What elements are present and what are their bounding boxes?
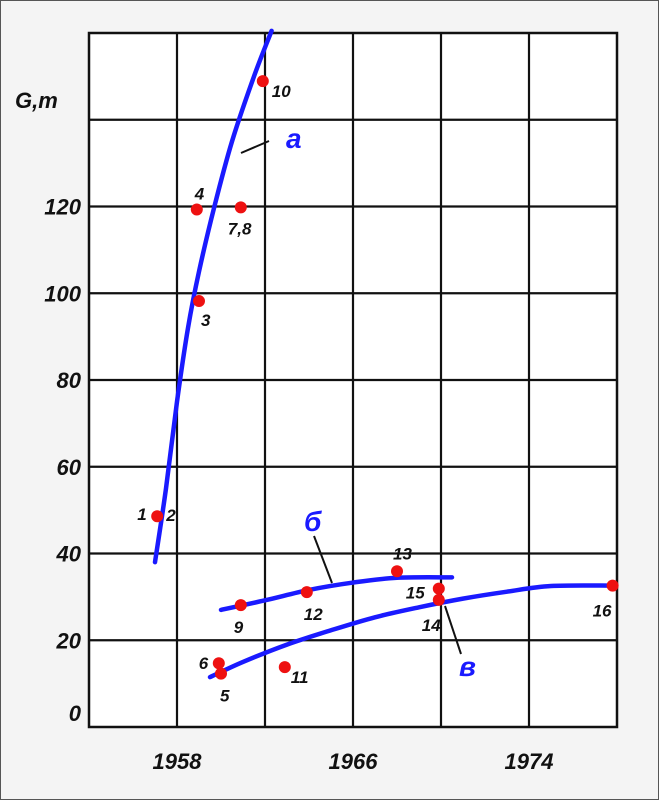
y-tick-label: 80	[57, 368, 82, 393]
point-label: 5	[220, 687, 230, 706]
point-label: 11	[291, 668, 309, 687]
leader-line	[444, 605, 462, 655]
data-point	[256, 75, 269, 88]
data-point	[215, 667, 227, 680]
curves	[152, 28, 615, 680]
point-label: 13	[393, 544, 412, 563]
data-point	[212, 657, 225, 670]
data-point	[234, 599, 247, 612]
curve-line	[218, 575, 455, 613]
x-tick-label: 1958	[153, 749, 203, 774]
curve-label: а	[286, 123, 302, 154]
leader-lines	[240, 140, 462, 655]
data-point	[234, 201, 247, 214]
y-axis-label: G,m	[15, 88, 58, 113]
x-tick-labels: 1958 1966 1974	[153, 749, 554, 774]
point-label: 14	[422, 616, 441, 635]
y-tick-label: 100	[44, 281, 81, 306]
point-label: 12	[304, 605, 323, 624]
data-point	[278, 661, 291, 674]
y-tick-label: 20	[56, 628, 82, 653]
leader-line	[313, 535, 333, 584]
data-point	[432, 582, 445, 595]
curve-line	[207, 583, 615, 680]
y-tick-label: 0	[69, 701, 82, 726]
y-tick-label: 60	[57, 455, 82, 480]
y-tick-label: 120	[44, 195, 81, 220]
point-label: 2	[165, 506, 176, 525]
data-points	[151, 75, 619, 680]
curve-label: в	[459, 651, 476, 682]
data-point	[391, 565, 403, 578]
leader-line	[240, 140, 270, 154]
point-label: 6	[199, 654, 209, 673]
curve-line	[152, 28, 274, 565]
grid	[87, 31, 619, 729]
data-point	[432, 593, 445, 606]
x-tick-label: 1966	[329, 749, 379, 774]
data-point	[300, 586, 313, 599]
point-label: 16	[593, 602, 612, 621]
x-tick-label: 1974	[505, 749, 554, 774]
point-label: 1	[137, 505, 146, 524]
y-tick-label: 40	[56, 542, 82, 567]
curve-label: б	[304, 506, 322, 537]
point-label: 9	[234, 618, 244, 637]
point-label: 10	[272, 82, 291, 101]
curve-labels: а б в	[286, 123, 476, 682]
y-tick-labels: 0 20 40 60 80 100 120	[44, 195, 81, 727]
point-label: 3	[201, 311, 211, 330]
data-point	[606, 579, 619, 592]
point-label: 7,8	[228, 219, 252, 238]
point-label: 4	[194, 185, 205, 204]
data-point	[190, 203, 203, 216]
point-label: 15	[406, 584, 425, 603]
data-point	[193, 295, 205, 308]
data-point	[151, 510, 164, 523]
